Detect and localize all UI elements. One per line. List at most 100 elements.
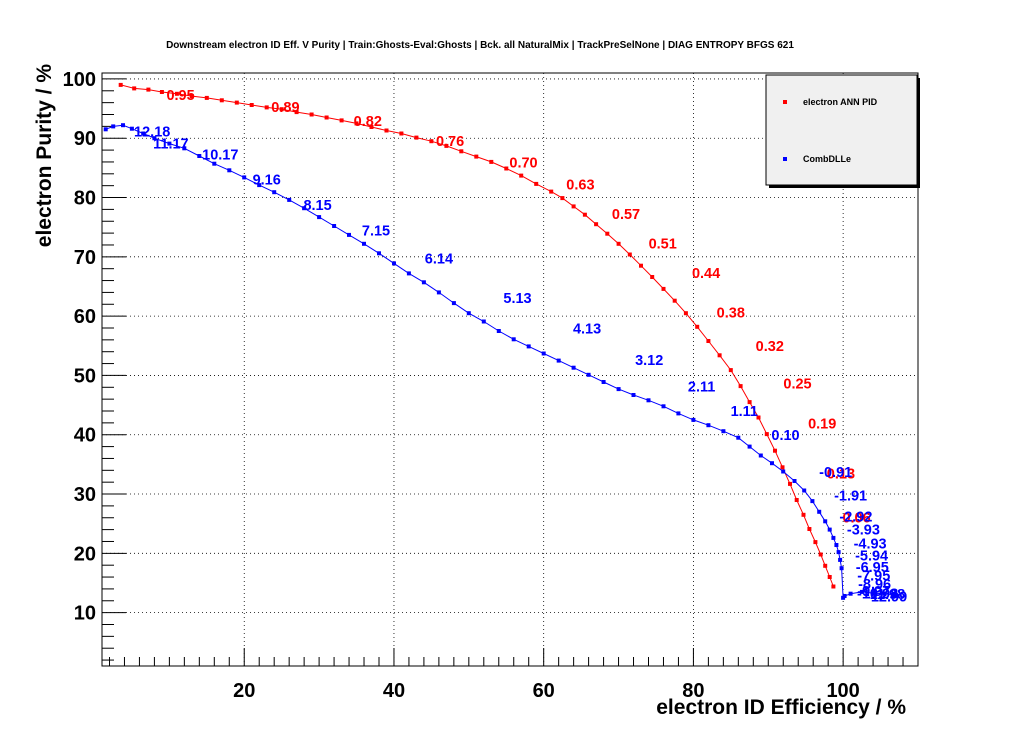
- legend-box: [765, 74, 918, 186]
- data-point: [676, 411, 681, 416]
- cut-value-label: 10.17: [202, 148, 238, 164]
- data-point: [582, 212, 587, 217]
- cut-value-label: 3.12: [635, 353, 663, 369]
- data-point: [571, 365, 576, 370]
- data-point: [802, 488, 807, 493]
- cut-value-label: 0.63: [566, 177, 594, 193]
- data-point: [672, 298, 677, 303]
- cut-value-label: 0.51: [649, 237, 677, 253]
- data-point: [309, 112, 314, 117]
- data-point: [549, 189, 554, 194]
- data-point: [242, 175, 247, 180]
- cut-value-label: 0.82: [354, 114, 382, 130]
- data-point: [650, 275, 655, 279]
- axis-ticks: 20 40 60 80 100 10 20 30 40 50 60 70 80 90 100: [63, 69, 904, 702]
- data-point: [317, 215, 322, 220]
- data-point: [399, 131, 404, 136]
- data-point: [212, 161, 217, 166]
- cut-value-label: 1.11: [731, 404, 758, 420]
- cut-value-label: 0.25: [783, 377, 811, 393]
- data-point: [818, 552, 823, 557]
- data-point: [272, 190, 277, 195]
- data-point: [332, 224, 337, 228]
- data-point: [736, 435, 741, 440]
- data-point: [384, 128, 389, 133]
- cut-value-label: -0.91: [819, 465, 852, 481]
- data-point: [444, 143, 449, 148]
- data-point: [831, 584, 836, 589]
- legend-marker-ann-pid: [783, 100, 787, 104]
- data-point: [839, 566, 844, 571]
- data-point: [459, 149, 464, 154]
- cut-value-label: -2.92: [839, 509, 872, 525]
- data-point: [369, 125, 374, 129]
- y-tick-label: 70: [74, 247, 96, 269]
- cut-value-label: -12.99: [866, 589, 907, 605]
- x-tick-label: 100: [826, 680, 859, 702]
- data-point: [780, 465, 785, 470]
- y-tick-label: 90: [74, 128, 96, 150]
- data-point: [728, 368, 733, 373]
- data-point: [541, 351, 546, 356]
- cut-value-label: 0.38: [717, 305, 745, 321]
- data-point: [167, 141, 172, 146]
- data-point: [129, 126, 134, 131]
- data-point: [801, 512, 806, 517]
- data-point: [594, 222, 599, 227]
- data-point: [639, 263, 643, 268]
- data-point: [756, 415, 761, 420]
- data-point: [706, 339, 711, 343]
- data-point: [706, 423, 711, 428]
- legend: electron ANN PID CombDLLe: [765, 74, 920, 188]
- y-tick-label: 60: [74, 306, 96, 328]
- data-point: [257, 183, 262, 188]
- y-tick-label: 10: [74, 603, 96, 625]
- cut-value-label: 0.76: [436, 134, 464, 150]
- data-point: [601, 380, 606, 384]
- y-tick-label: 100: [63, 69, 96, 91]
- data-point: [234, 100, 239, 105]
- x-axis-label: electron ID Efficiency / %: [656, 696, 906, 719]
- data-point: [807, 527, 812, 531]
- data-point: [813, 540, 818, 545]
- data-point: [362, 241, 366, 246]
- data-point: [219, 98, 224, 103]
- cut-value-label: 5.13: [503, 291, 531, 307]
- data-point: [504, 166, 509, 171]
- data-point: [264, 105, 269, 110]
- cut-value-label: -5.94: [855, 549, 888, 565]
- cut-value-label: -1.91: [834, 489, 867, 505]
- data-point: [586, 372, 591, 377]
- data-point: [838, 557, 843, 562]
- y-axis-label: electron Purity / %: [33, 64, 56, 248]
- data-point: [227, 168, 232, 173]
- data-point: [429, 139, 434, 144]
- cut-value-label: -4.93: [854, 537, 887, 553]
- data-point: [661, 286, 666, 291]
- data-point: [496, 329, 501, 333]
- data-point: [392, 261, 396, 266]
- data-point: [646, 398, 651, 403]
- cut-value-label: -6.95: [856, 560, 889, 576]
- cut-value-label: 7.15: [362, 224, 390, 240]
- legend-marker-combdlle: [783, 157, 787, 161]
- data-point: [836, 550, 841, 555]
- cut-value-label: 0.70: [509, 155, 537, 171]
- data-point: [882, 591, 887, 596]
- data-point: [691, 417, 696, 422]
- data-point: [848, 591, 853, 596]
- cut-labels: 0.95 0.89 0.82 0.76 0.70 0.63 0.57 0.51 0.44 0.38…: [134, 88, 907, 606]
- data-point: [534, 181, 539, 186]
- data-point: [141, 131, 146, 136]
- data-point: [118, 82, 123, 87]
- data-point: [747, 444, 752, 449]
- data-point: [249, 103, 254, 107]
- data-point: [817, 509, 822, 514]
- data-point: [859, 589, 864, 594]
- data-point: [174, 91, 179, 96]
- data-point: [892, 592, 896, 597]
- cut-value-label: -7.95: [857, 569, 890, 585]
- data-point: [436, 290, 441, 295]
- legend-entry-combdlle: CombDLLe: [803, 154, 851, 164]
